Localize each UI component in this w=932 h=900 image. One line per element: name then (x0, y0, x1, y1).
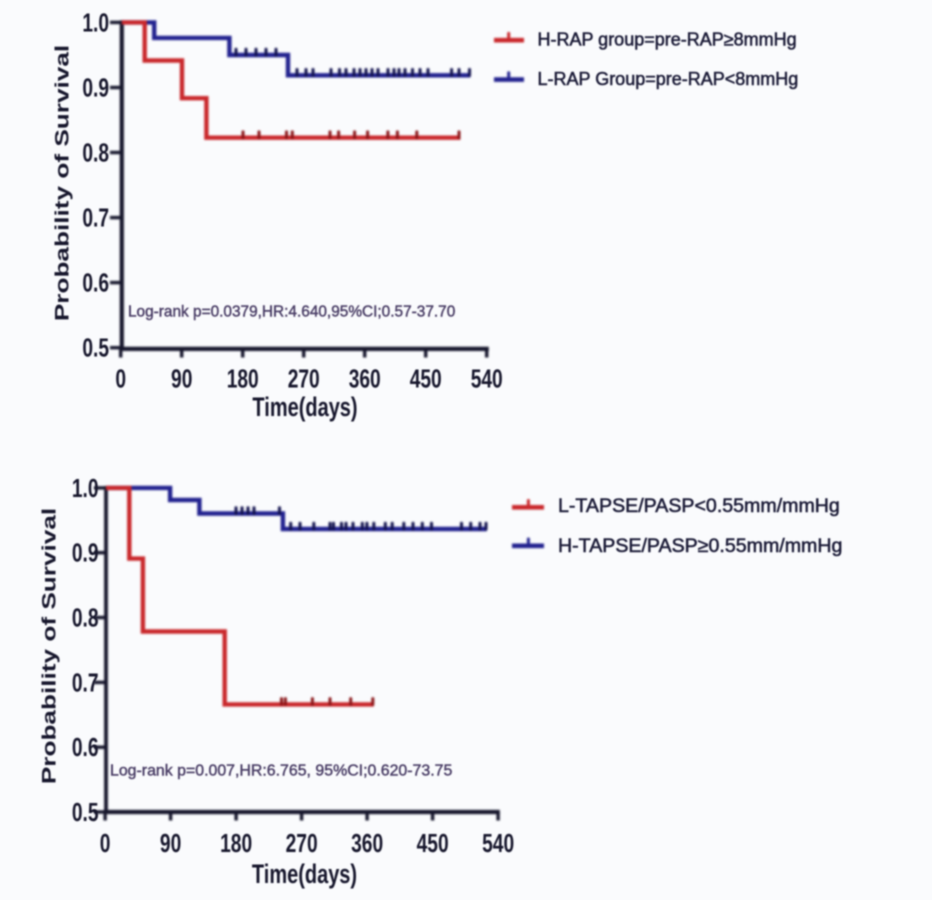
svg-text:0.6: 0.6 (82, 269, 109, 297)
svg-text:540: 540 (471, 365, 503, 393)
svg-text:180: 180 (220, 829, 252, 857)
svg-text:270: 270 (288, 365, 320, 393)
svg-text:0.8: 0.8 (72, 604, 99, 632)
svg-text:540: 540 (482, 829, 514, 857)
svg-text:Probability of Survival: Probability of Survival (38, 508, 60, 784)
svg-text:0.9: 0.9 (72, 539, 99, 567)
svg-text:Log-rank p=0.007,HR:6.765, 95%: Log-rank p=0.007,HR:6.765, 95%CI;0.620-7… (110, 763, 452, 780)
svg-text:Time(days): Time(days) (252, 859, 357, 888)
svg-text:270: 270 (286, 829, 318, 857)
svg-text:0: 0 (115, 365, 126, 393)
svg-text:0.5: 0.5 (72, 798, 99, 826)
svg-text:360: 360 (351, 829, 383, 857)
svg-text:H-TAPSE/PASP≥0.55mm/mmHg: H-TAPSE/PASP≥0.55mm/mmHg (558, 535, 842, 557)
svg-text:1.0: 1.0 (72, 474, 99, 502)
svg-text:0.7: 0.7 (72, 669, 99, 697)
svg-text:360: 360 (349, 365, 381, 393)
svg-text:Log-rank p=0.0379,HR:4.640,95%: Log-rank p=0.0379,HR:4.640,95%CI;0.57-37… (128, 304, 455, 321)
svg-text:0.8: 0.8 (82, 139, 109, 167)
svg-text:L-TAPSE/PASP<0.55mm/mmHg: L-TAPSE/PASP<0.55mm/mmHg (558, 495, 840, 517)
svg-text:0.5: 0.5 (82, 334, 109, 362)
svg-text:0.9: 0.9 (82, 74, 109, 102)
svg-text:0: 0 (100, 829, 111, 857)
svg-text:Time(days): Time(days) (252, 392, 357, 421)
svg-text:L-RAP Group=pre-RAP<8mmHg: L-RAP Group=pre-RAP<8mmHg (538, 69, 799, 89)
svg-text:H-RAP group=pre-RAP≥8mmHg: H-RAP group=pre-RAP≥8mmHg (538, 30, 797, 50)
svg-text:450: 450 (417, 829, 449, 857)
svg-text:450: 450 (410, 365, 442, 393)
svg-text:0.6: 0.6 (72, 734, 99, 762)
svg-text:Probability of Survival: Probability of Survival (51, 45, 73, 321)
svg-text:90: 90 (160, 829, 181, 857)
svg-text:0.7: 0.7 (82, 204, 109, 232)
svg-text:180: 180 (227, 365, 259, 393)
svg-text:1.0: 1.0 (82, 9, 109, 37)
svg-text:90: 90 (171, 365, 192, 393)
